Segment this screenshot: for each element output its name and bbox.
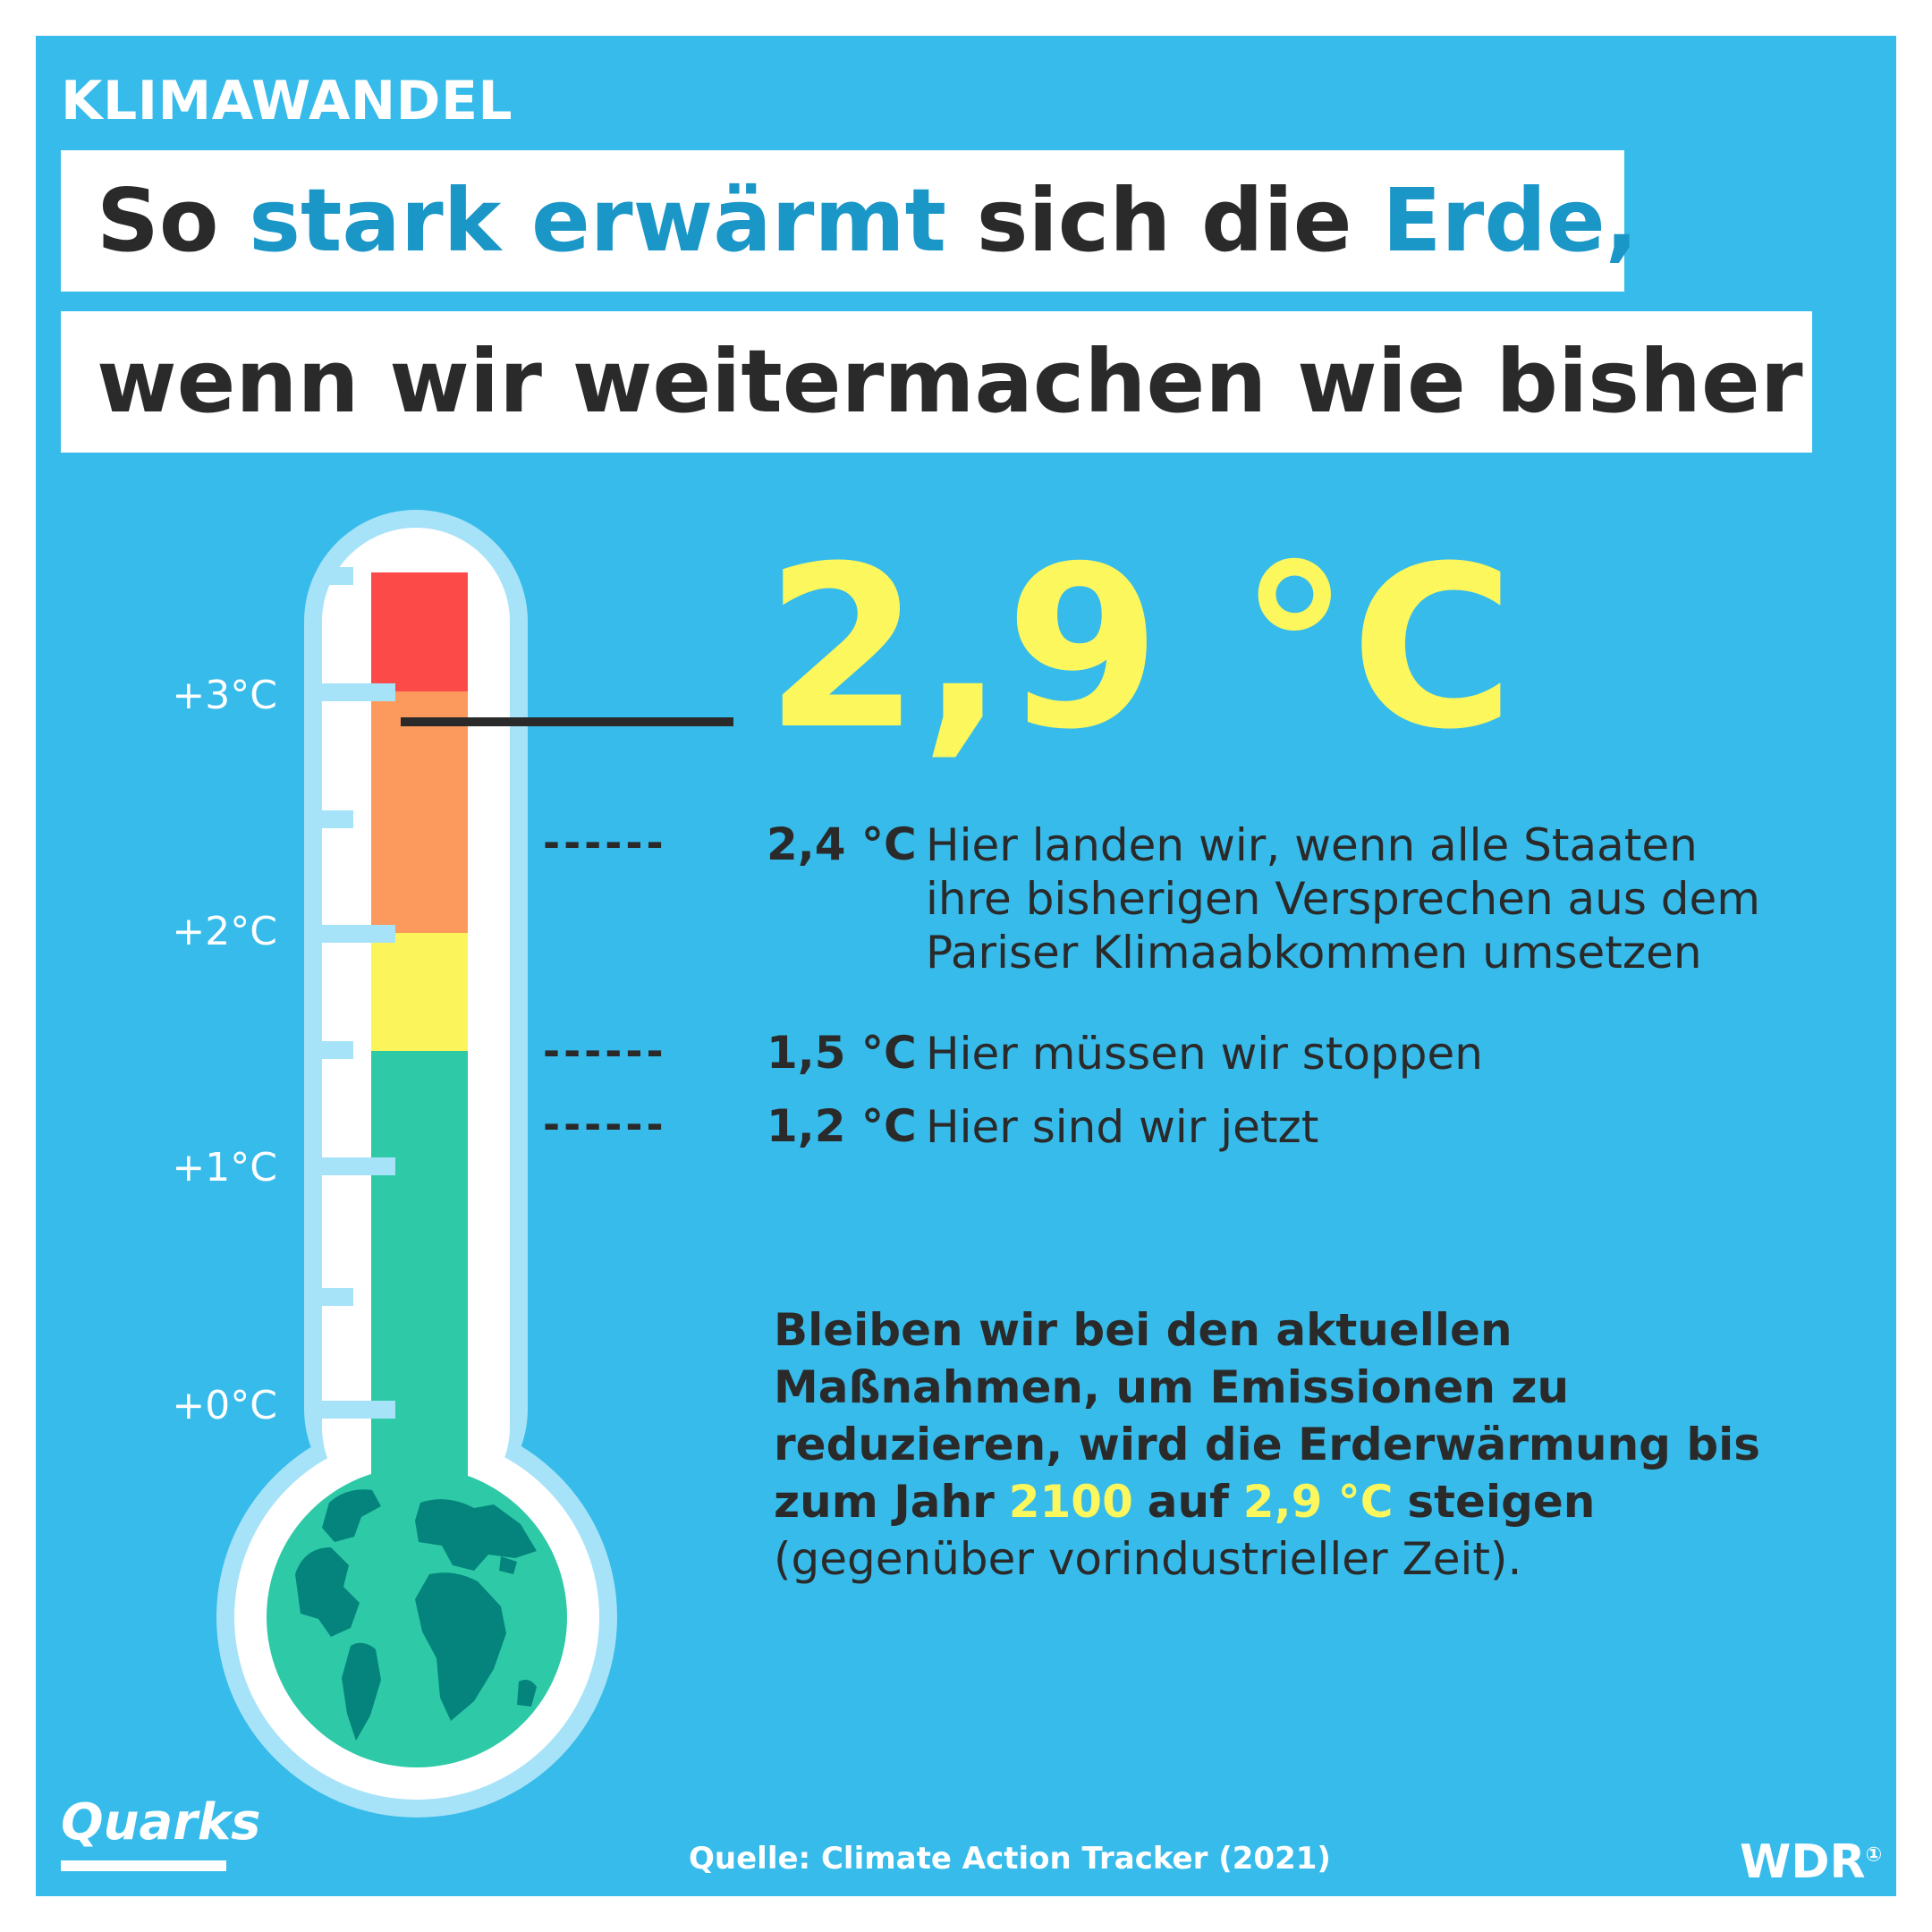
summary-text: Bleiben wir bei den aktuellen Maßnahmen,… <box>774 1301 1847 1588</box>
kicker: KLIMAWANDEL <box>61 70 513 132</box>
scale-label-0: +0°C <box>172 1383 277 1428</box>
marker-description-line: Hier sind wir jetzt <box>926 1101 1319 1153</box>
fill-segment-green <box>371 1051 468 1498</box>
fill-segment-orange <box>371 691 468 933</box>
summary-part-1: Bleiben wir bei den aktuellen Maßnahmen,… <box>774 1304 1761 1528</box>
wdr-logo-mark: ① <box>1865 1843 1883 1867</box>
summary-year: 2100 <box>1008 1476 1133 1528</box>
fill-segment-yellow <box>371 933 468 1051</box>
quarks-logo: Quarks <box>61 1793 261 1852</box>
marker-description: Hier landen wir, wenn alle Staaten ihre … <box>926 818 1760 979</box>
marker-description-line: Pariser Klimaabkommen umsetzen <box>926 927 1702 979</box>
marker-description-line: Hier landen wir, wenn alle Staaten <box>926 819 1698 871</box>
marker-description-line: ihre bisherigen Versprechen aus dem <box>926 873 1761 925</box>
quarks-logo-bar <box>61 1860 226 1871</box>
scale-label-3: +3°C <box>172 673 277 718</box>
title-word-so: So <box>97 170 219 271</box>
title-highlight-stark: stark erwärmt <box>249 170 946 271</box>
title-line-1: So stark erwärmt sich die Erde, <box>61 150 1638 292</box>
title-line-2: wenn wir weitermachen wie bisher <box>61 311 1812 453</box>
pointer-line <box>401 717 733 726</box>
marker-value: 1,2 °C <box>767 1100 917 1152</box>
title-word-sich-die: sich die <box>976 170 1352 271</box>
wdr-logo: WDR① <box>1740 1835 1882 1889</box>
marker-description: Hier sind wir jetzt <box>926 1100 1318 1154</box>
source-note: Quelle: Climate Action Tracker (2021) <box>689 1841 1331 1877</box>
earth-globe-icon <box>267 1467 567 1767</box>
scale-ticks <box>322 567 395 1419</box>
scale-label-1: +1°C <box>172 1145 277 1191</box>
summary-part-2: auf <box>1147 1476 1229 1528</box>
marker-description-line: Hier müssen wir stoppen <box>926 1028 1483 1080</box>
scale-label-2: +2°C <box>172 909 277 954</box>
wdr-logo-text: WDR <box>1740 1835 1866 1889</box>
dashed-line: ------ <box>543 1100 667 1148</box>
summary-value: 2,9 °C <box>1242 1476 1394 1528</box>
fill-segment-red <box>371 572 468 691</box>
marker-value: 2,4 °C <box>767 818 917 870</box>
dashed-line: ------ <box>543 818 667 867</box>
summary-part-4: (gegenüber vorindustrieller Zeit). <box>774 1533 1522 1585</box>
projection-value: 2,9 °C <box>765 518 1515 778</box>
marker-value: 1,5 °C <box>767 1027 917 1079</box>
dashed-line: ------ <box>543 1027 667 1075</box>
summary-part-3: steigen <box>1407 1476 1596 1528</box>
title-highlight-erde: Erde, <box>1382 170 1639 271</box>
marker-description: Hier müssen wir stoppen <box>926 1027 1483 1080</box>
